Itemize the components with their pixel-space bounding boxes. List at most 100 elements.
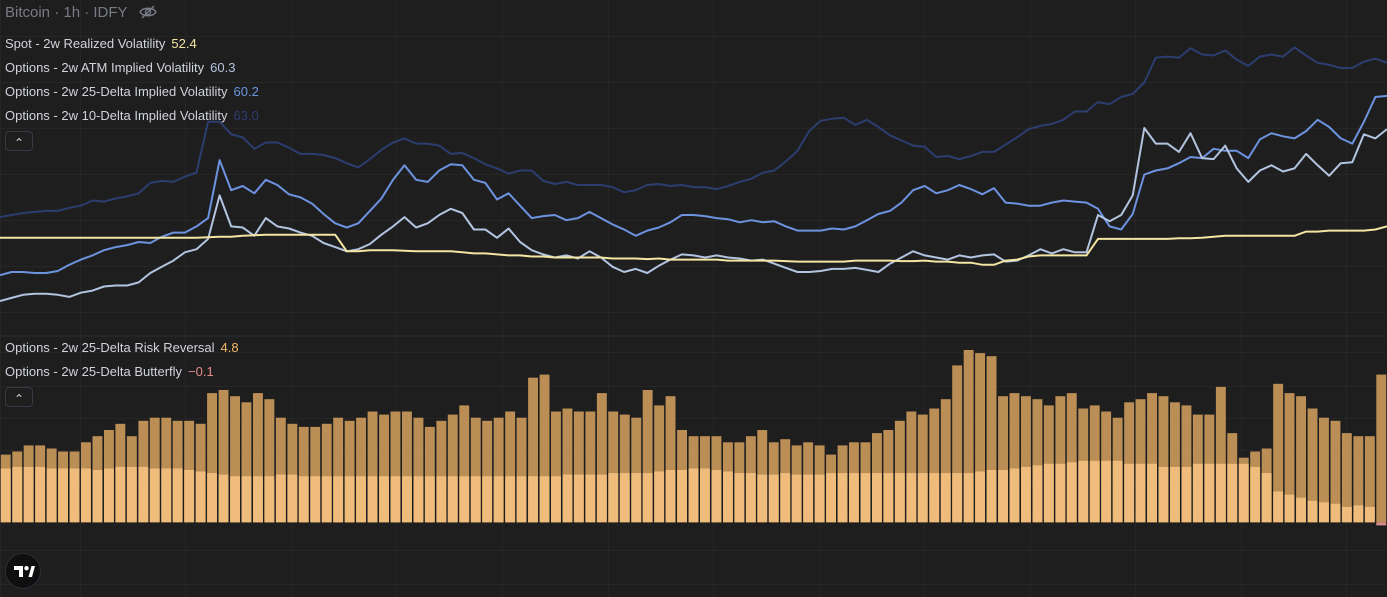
bar-butterfly[interactable] [803,474,814,523]
bar-risk-reversal[interactable] [1364,436,1375,523]
bar-butterfly[interactable] [230,476,240,523]
bar-butterfly[interactable] [745,473,756,523]
bar-butterfly[interactable] [872,473,882,523]
bar-risk-reversal[interactable] [264,399,275,523]
bar-risk-reversal[interactable] [1215,386,1226,523]
bar-risk-reversal[interactable] [528,377,538,523]
bar-butterfly[interactable] [1101,460,1112,523]
bar-risk-reversal[interactable] [344,420,355,523]
bar-risk-reversal[interactable] [356,417,366,523]
symbol-title[interactable]: Bitcoin · 1h · IDFY [5,2,158,27]
bar-butterfly[interactable] [894,473,905,523]
bar-butterfly[interactable] [505,476,516,523]
bar-butterfly[interactable] [23,466,34,523]
bar-risk-reversal[interactable] [1032,399,1043,523]
bar-butterfly[interactable] [700,468,710,523]
legend-row-atm-iv[interactable]: Options - 2w ATM Implied Volatility 60.3 [5,56,259,80]
bar-butterfly[interactable] [1158,466,1169,523]
bar-butterfly[interactable] [344,476,355,523]
bar-risk-reversal[interactable] [230,396,240,523]
bar-butterfly[interactable] [1032,465,1043,523]
bar-risk-reversal[interactable] [1330,420,1341,523]
bar-butterfly[interactable] [608,473,619,523]
bar-butterfly[interactable] [940,473,951,523]
series-line-spot-2w-realized-volatility[interactable] [0,225,1387,266]
bar-risk-reversal[interactable] [1147,393,1157,523]
bar-risk-reversal[interactable] [917,414,928,523]
bar-butterfly[interactable] [1043,463,1054,523]
bar-butterfly[interactable] [1307,500,1318,523]
bar-risk-reversal[interactable] [310,426,321,523]
bar-risk-reversal[interactable] [906,411,917,523]
bar-butterfly[interactable] [1135,463,1146,523]
bar-risk-reversal[interactable] [1284,393,1295,523]
bar-risk-reversal[interactable] [1021,396,1031,523]
bar-risk-reversal[interactable] [505,411,516,523]
bar-butterfly[interactable] [573,474,584,523]
bar-butterfly[interactable] [1273,491,1284,523]
bar-butterfly[interactable] [149,468,160,523]
bar-butterfly[interactable] [1170,466,1180,523]
bar-butterfly[interactable] [161,468,172,523]
bar-butterfly[interactable] [367,476,378,523]
bar-risk-reversal[interactable] [379,414,389,523]
bar-butterfly[interactable] [1204,463,1215,523]
bar-butterfly[interactable] [1238,463,1249,523]
bar-butterfly[interactable] [1021,466,1031,523]
bar-risk-reversal[interactable] [298,426,309,523]
bar-butterfly[interactable] [46,468,57,523]
bar-butterfly[interactable] [837,473,848,523]
series-line-options-2w-atm-implied-volatility[interactable] [0,127,1387,302]
bar-butterfly[interactable] [631,473,642,523]
bar-butterfly[interactable] [207,473,217,523]
bar-risk-reversal[interactable] [470,417,481,523]
bar-butterfly[interactable] [929,473,940,523]
bar-butterfly[interactable] [619,473,630,523]
bar-butterfly[interactable] [860,473,871,523]
bar-butterfly[interactable] [917,473,928,523]
bar-butterfly[interactable] [826,473,836,523]
bar-risk-reversal[interactable] [436,420,447,523]
bar-butterfly[interactable] [952,473,963,523]
bar-butterfly[interactable] [218,474,229,523]
bar-butterfly[interactable] [356,476,366,523]
bar-risk-reversal[interactable] [1135,399,1146,523]
bar-butterfly[interactable] [81,468,91,523]
legend-row-risk-reversal[interactable]: Options - 2w 25-Delta Risk Reversal 4.8 [5,336,239,360]
bar-risk-reversal[interactable] [1170,402,1180,523]
bar-risk-reversal[interactable] [551,411,561,523]
bar-butterfly[interactable] [1078,460,1089,523]
bar-butterfly[interactable] [1055,463,1066,523]
bar-butterfly[interactable] [104,468,114,523]
bar-butterfly[interactable] [436,476,447,523]
bar-risk-reversal[interactable] [413,417,424,523]
bar-butterfly[interactable] [35,466,46,523]
bar-butterfly[interactable] [298,476,309,523]
bar-risk-reversal[interactable] [1296,396,1306,523]
bar-risk-reversal[interactable] [1307,408,1318,523]
bar-butterfly[interactable] [562,474,573,523]
bar-risk-reversal[interactable] [998,396,1008,523]
bar-butterfly[interactable] [275,474,286,523]
bar-butterfly[interactable] [69,468,80,523]
bar-butterfly[interactable] [424,476,435,523]
bar-butterfly[interactable] [447,476,458,523]
bar-butterfly[interactable] [253,476,263,523]
collapse-legend-button[interactable]: ⌃ [5,131,33,151]
bar-butterfly[interactable] [516,476,527,523]
eye-off-icon[interactable] [139,4,158,27]
bar-butterfly[interactable] [585,474,596,523]
bar-butterfly[interactable] [711,470,722,523]
bar-butterfly[interactable] [986,470,997,523]
bar-butterfly[interactable] [883,473,894,523]
bar-butterfly[interactable] [195,471,206,523]
bar-butterfly[interactable] [1066,462,1077,523]
series-line-options-2w-10-delta-implied-volatility[interactable] [0,46,1387,219]
bar-butterfly[interactable] [12,466,23,523]
bar-risk-reversal[interactable] [539,374,550,523]
bar-risk-reversal[interactable] [482,420,493,523]
bar-butterfly[interactable] [1147,463,1157,523]
bar-butterfly[interactable] [688,468,699,523]
bar-butterfly[interactable] [310,476,321,523]
bar-butterfly[interactable] [539,476,550,523]
